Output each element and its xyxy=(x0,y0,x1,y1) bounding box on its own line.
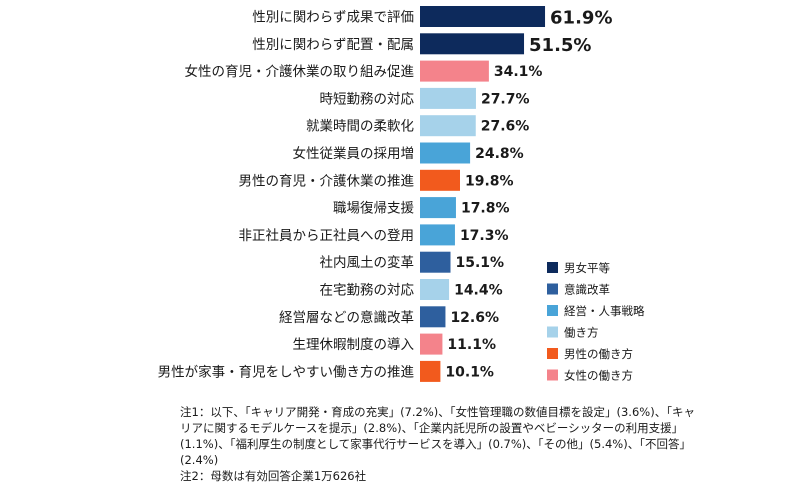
bar xyxy=(420,360,441,382)
value-labels: 61.9% 51.5% 34.1% 27.7% 27.6% 24.8% 19.8% 17.8%… xyxy=(445,8,612,381)
value-label: 51.5% xyxy=(529,35,591,56)
value-label: 34.1% xyxy=(494,64,543,80)
value-label: 19.8% xyxy=(465,173,514,189)
bar xyxy=(420,197,456,219)
legend-swatch xyxy=(547,326,558,338)
category-label: 男性が家事・育児をしやすい働き方の推進 xyxy=(158,363,415,380)
category-label: 性別に関わらず配置・配属 xyxy=(252,37,414,53)
legend-label: 経営・人事戦略 xyxy=(564,304,645,318)
value-label: 14.4% xyxy=(454,283,503,299)
legend-label: 働き方 xyxy=(564,326,599,340)
value-label: 61.9% xyxy=(550,8,612,29)
bar xyxy=(420,306,446,328)
category-label: 時短勤務の対応 xyxy=(320,91,415,107)
category-label: 就業時間の柔軟化 xyxy=(306,119,414,135)
bar xyxy=(420,224,455,246)
category-label: 在宅勤務の対応 xyxy=(320,283,415,299)
legend-label: 意識改革 xyxy=(564,283,610,297)
category-labels: 性別に関わらず成果で評価性別に関わらず配置・配属女性の育児・介護休業の取り組み促… xyxy=(158,10,415,381)
bar xyxy=(420,87,476,109)
category-label: 職場復帰支援 xyxy=(333,200,414,217)
category-label: 女性従業員の採用増 xyxy=(293,145,415,162)
category-label: 男性の育児・介護休業の推進 xyxy=(239,173,415,189)
value-label: 17.8% xyxy=(461,201,510,217)
legend-swatch xyxy=(547,262,558,273)
bar xyxy=(420,333,443,355)
value-label: 11.1% xyxy=(447,337,496,353)
legend-label: 男女平等 xyxy=(564,261,610,275)
legend-label: 男性の働き方 xyxy=(564,347,633,361)
footnotes: 注1：以下、「キャリア開発・育成の充実」(7.2%)、「女性管理職の数値目標を設… xyxy=(180,404,700,484)
legend-swatch xyxy=(547,369,558,381)
footnote-1: 注1：以下、「キャリア開発・育成の充実」(7.2%)、「女性管理職の数値目標を設… xyxy=(180,405,695,467)
bar xyxy=(420,142,471,164)
legend-swatch xyxy=(547,283,558,295)
bar xyxy=(420,33,525,55)
category-label: 性別に関わらず成果で評価 xyxy=(252,10,414,26)
legend-swatch xyxy=(547,348,558,359)
value-label: 12.6% xyxy=(450,310,499,326)
legend-swatch xyxy=(547,305,558,316)
bar xyxy=(420,60,489,82)
bar-chart: 性別に関わらず成果で評価性別に関わらず配置・配属女性の育児・介護休業の取り組み促… xyxy=(158,6,645,383)
category-label: 社内風土の変革 xyxy=(320,254,415,271)
category-label: 女性の育児・介護休業の取り組み促進 xyxy=(185,63,415,80)
bar xyxy=(420,115,476,137)
value-label: 17.3% xyxy=(460,228,509,244)
bars-group xyxy=(420,6,546,382)
footnote-2: 注2：母数は有効回答企業1万626社 xyxy=(180,469,367,483)
value-label: 24.8% xyxy=(475,146,524,162)
bar xyxy=(420,6,546,27)
bar xyxy=(420,279,450,300)
value-label: 27.6% xyxy=(481,119,530,135)
legend-label: 女性の働き方 xyxy=(564,369,633,383)
bar xyxy=(420,251,451,273)
category-label: 生理休暇制度の導入 xyxy=(293,337,415,353)
bar xyxy=(420,169,460,191)
value-label: 15.1% xyxy=(456,255,505,271)
value-label: 10.1% xyxy=(445,364,494,380)
category-label: 経営層などの意識改革 xyxy=(279,309,414,326)
value-label: 27.7% xyxy=(481,91,530,107)
category-label: 非正社員から正社員への登用 xyxy=(239,228,415,244)
